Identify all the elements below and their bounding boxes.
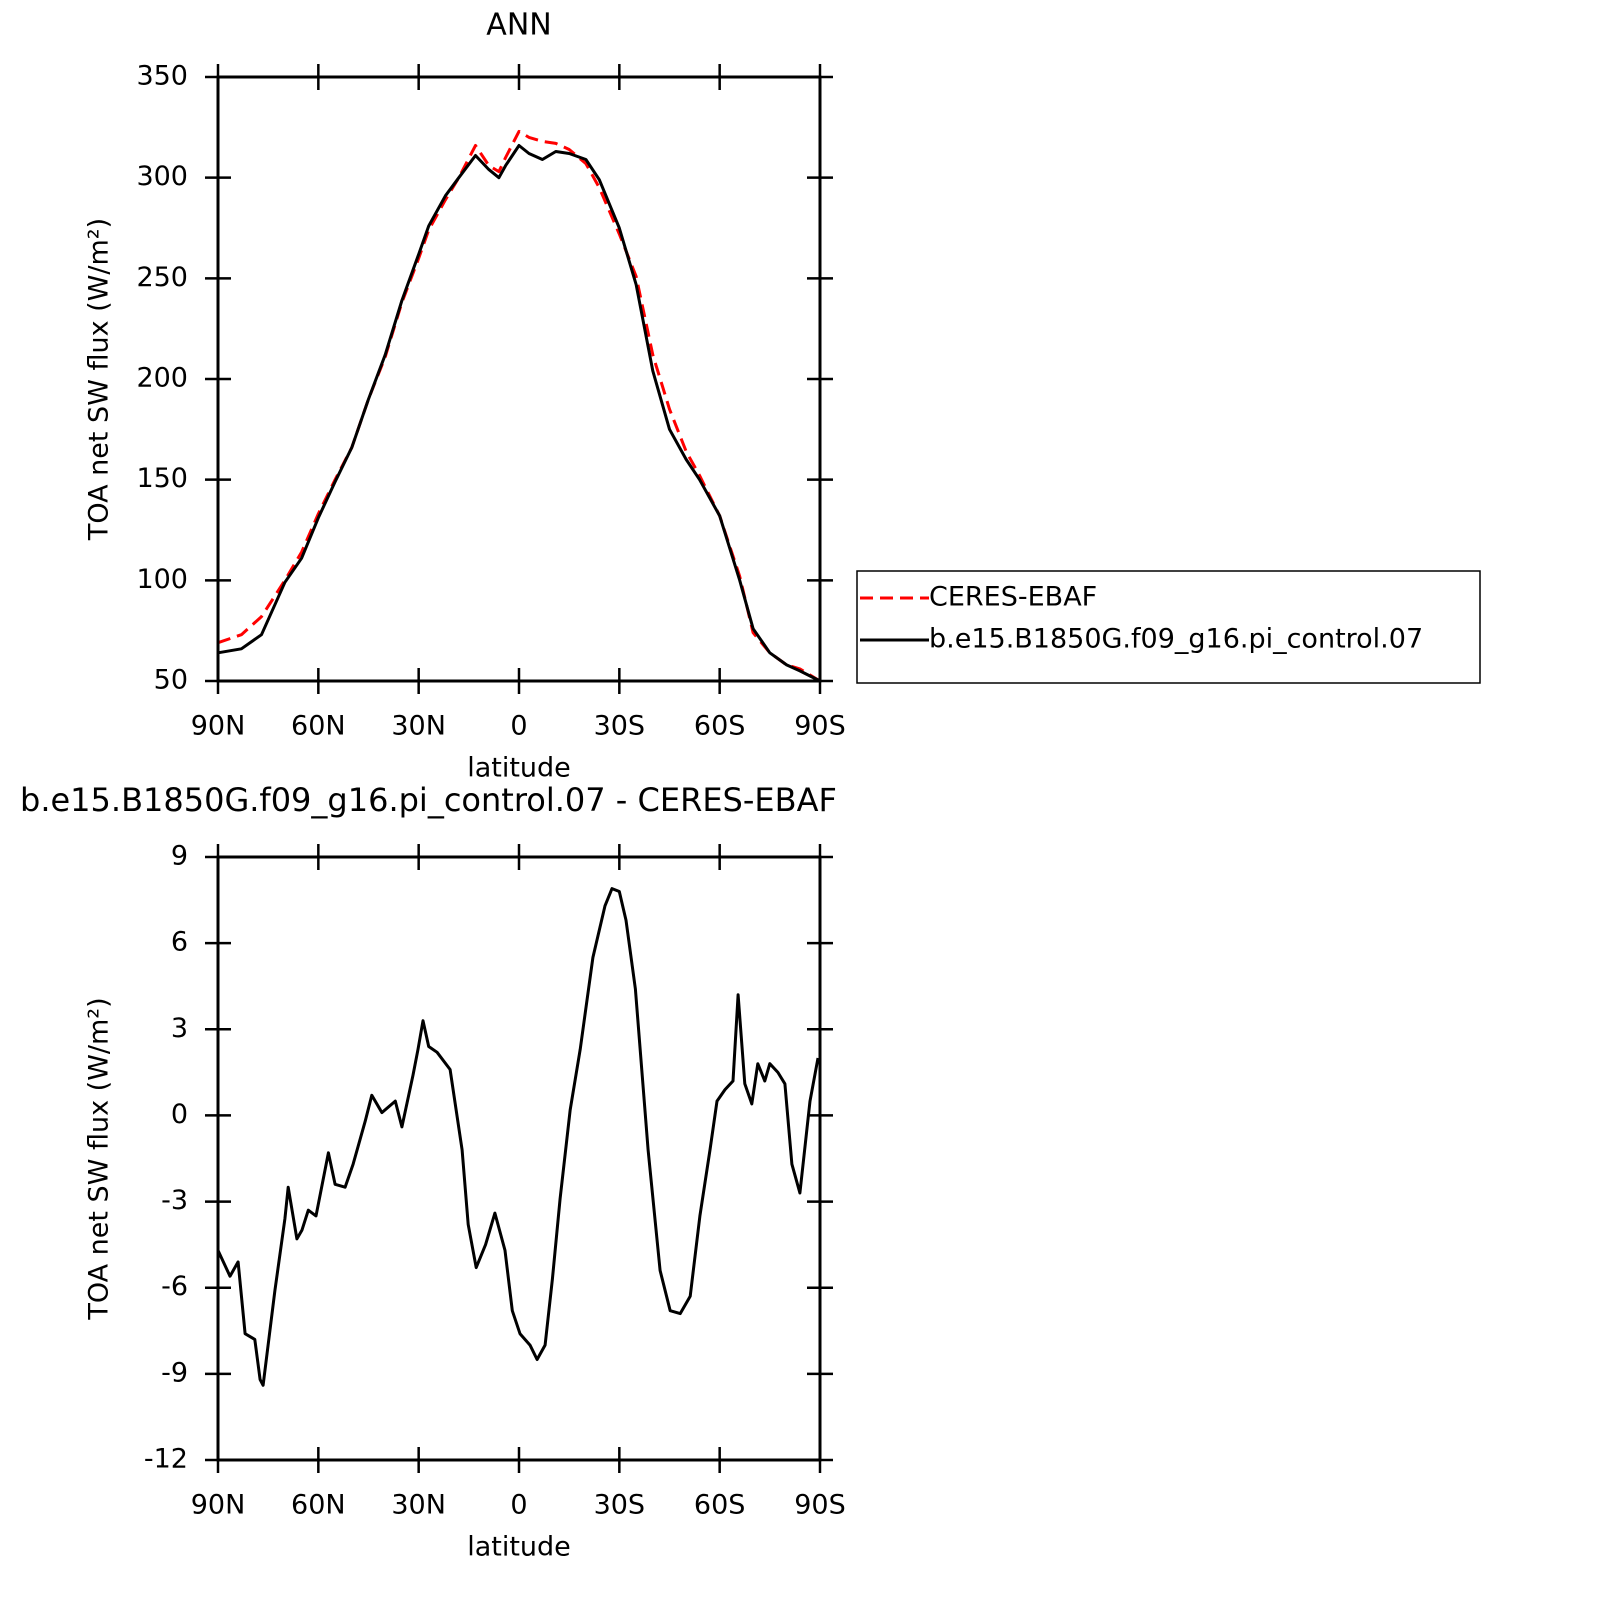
x-tick-label: 60N xyxy=(291,1490,346,1521)
y-tick-label: 50 xyxy=(154,665,188,696)
y-tick-label: 3 xyxy=(171,1013,188,1044)
legend-label: b.e15.B1850G.f09_g16.pi_control.07 xyxy=(929,624,1423,655)
series-line xyxy=(217,144,821,683)
y-tick-label: 250 xyxy=(136,262,188,293)
y-tick-label: 9 xyxy=(171,841,188,872)
y-tick-label: -9 xyxy=(161,1357,188,1388)
legend-box xyxy=(856,570,1481,684)
x-axis-label: latitude xyxy=(467,753,571,784)
x-tick-label: 90N xyxy=(191,1490,246,1521)
y-axis-label: TOA net SW flux (W/m²) xyxy=(84,997,115,1320)
series-line xyxy=(217,129,821,683)
x-tick-label: 30N xyxy=(391,711,446,742)
x-tick-label: 0 xyxy=(510,1490,527,1521)
legend-label: CERES-EBAF xyxy=(929,582,1097,613)
y-tick-label: -3 xyxy=(161,1185,188,1216)
y-tick-label: 6 xyxy=(171,927,188,958)
y-tick-label: 350 xyxy=(136,61,188,92)
y-tick-label: -12 xyxy=(144,1444,188,1475)
x-tick-label: 60N xyxy=(291,711,346,742)
plot-frame xyxy=(216,855,822,1462)
plot-frame xyxy=(216,75,822,683)
x-tick-label: 30N xyxy=(391,1490,446,1521)
y-tick-label: 150 xyxy=(136,463,188,494)
x-axis-label: latitude xyxy=(467,1532,571,1563)
y-tick-label: 300 xyxy=(136,161,188,192)
x-tick-label: 30S xyxy=(594,711,646,742)
chart-title: ANN xyxy=(486,8,551,43)
x-tick-label: 60S xyxy=(694,1490,746,1521)
y-axis-label: TOA net SW flux (W/m²) xyxy=(84,218,115,541)
y-tick-label: 200 xyxy=(136,363,188,394)
chart-title: b.e15.B1850G.f09_g16.pi_control.07 - CER… xyxy=(20,781,837,819)
x-tick-label: 90N xyxy=(191,711,246,742)
y-tick-label: 100 xyxy=(136,564,188,595)
y-tick-label: -6 xyxy=(161,1271,188,1302)
y-tick-label: 0 xyxy=(171,1099,188,1130)
x-tick-label: 60S xyxy=(694,711,746,742)
x-tick-label: 90S xyxy=(794,1490,846,1521)
x-tick-label: 90S xyxy=(794,711,846,742)
series-line xyxy=(216,887,820,1387)
x-tick-label: 30S xyxy=(594,1490,646,1521)
x-tick-label: 0 xyxy=(510,711,527,742)
